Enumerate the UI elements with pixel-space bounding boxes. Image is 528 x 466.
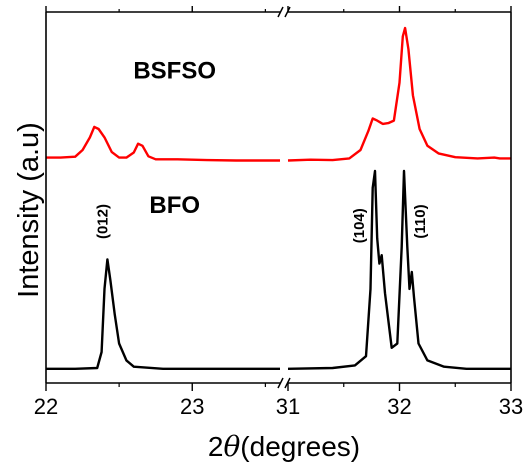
x-axis-label: 2θ(degrees) [208,430,360,463]
annotations: BSFSO BFO (012) (104) (110) [94,57,429,243]
x-tick-label: 33 [499,394,523,419]
sample-label-bsfso: BSFSO [133,57,216,84]
x-tick-label: 22 [34,394,58,419]
series-bsfso-panel2 [287,26,511,162]
break-slash [277,6,284,18]
x-axis-label-prefix: 2 [208,431,224,462]
peak-label-012: (012) [94,204,111,239]
series-bsfso-panel1 [46,125,280,162]
peak-label-104: (104) [351,208,368,243]
series-bfo-panel2 [287,169,511,370]
x-ticks: 22 23 31 32 33 [34,6,523,419]
peak-label-110: (110) [412,204,429,238]
x-tick-label: 23 [180,394,204,419]
break-slash [277,377,284,389]
y-axis-label: Intensity (a.u) [13,122,45,298]
series-layer [46,26,511,370]
axes-layer [45,6,512,389]
x-tick-label: 31 [276,394,300,419]
x-tick-label: 32 [387,394,411,419]
x-axis-label-symbol: θ [223,430,240,463]
series-bfo-panel1 [46,258,280,370]
x-axis-label-suffix: (degrees) [240,431,360,462]
sample-label-bfo: BFO [149,192,200,219]
